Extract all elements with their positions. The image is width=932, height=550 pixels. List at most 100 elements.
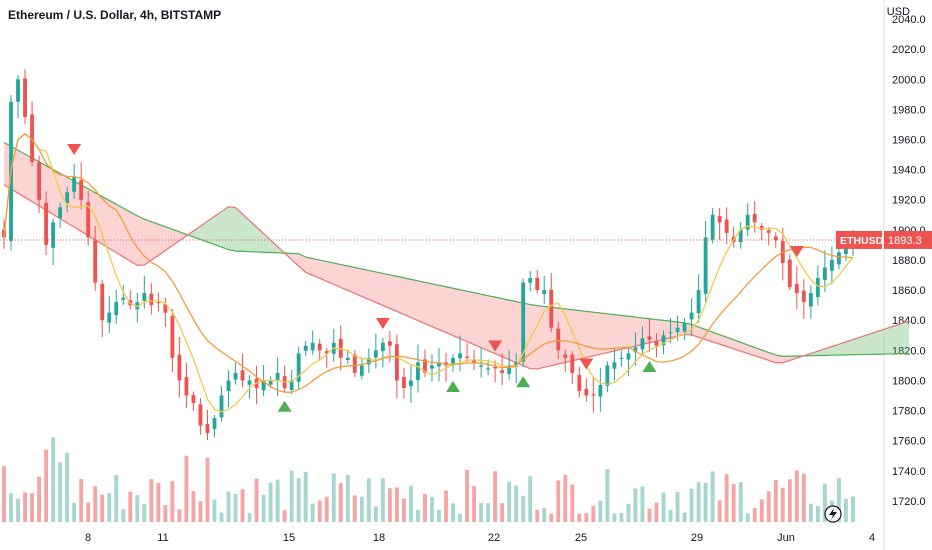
volume-bar (549, 513, 554, 522)
volume-bar (577, 513, 582, 522)
volume-bar (598, 500, 603, 522)
volume-bar (493, 471, 498, 522)
cloud-segment (368, 270, 376, 303)
candle-body (479, 365, 484, 367)
candle-body (44, 202, 49, 245)
candle-body (759, 226, 764, 230)
volume-bar (72, 502, 77, 522)
sell-signal-icon (67, 144, 82, 156)
volume-bar (156, 482, 161, 522)
volume-bar (93, 486, 98, 522)
volume-bar (500, 503, 505, 522)
candle-body (219, 395, 224, 418)
x-tick-label: 29 (691, 532, 703, 544)
tradingview-logo-icon (824, 505, 842, 523)
candle-body (766, 230, 771, 233)
x-tick-label: 18 (373, 532, 385, 544)
volume-bar (163, 504, 168, 522)
cloud-segment (207, 216, 215, 245)
price-label-value: 1893.3 (888, 235, 922, 247)
sell-signal-icon (488, 340, 503, 352)
candle-body (451, 357, 455, 364)
candle-body (437, 362, 441, 367)
cloud-segment (474, 292, 482, 348)
volume-bar (100, 494, 105, 522)
y-tick-label: 2000.0 (892, 74, 926, 86)
candle-body (696, 290, 701, 314)
y-tick-label: 1940.0 (892, 165, 926, 177)
volume-bar (296, 478, 301, 522)
candle-body (58, 207, 63, 219)
y-tick-label: 1860.0 (892, 285, 926, 297)
cloud-segment (852, 337, 860, 355)
cloud-segment (424, 282, 432, 327)
cloud-segment (866, 332, 874, 355)
y-tick-label: 2020.0 (892, 44, 926, 56)
y-tick-label: 1960.0 (892, 135, 926, 147)
candle-body (233, 372, 238, 380)
candle-body (500, 370, 505, 373)
candle-body (114, 302, 119, 316)
volume-bar (387, 488, 392, 522)
volume-bar (2, 466, 6, 522)
candle-body (542, 290, 547, 295)
cloud-segment (228, 206, 236, 252)
volume-bars (2, 437, 855, 522)
volume-bar (423, 493, 427, 522)
volume-bar (289, 470, 294, 522)
volume-bar (16, 498, 20, 522)
cloud-segment (747, 344, 755, 356)
cloud-segment (845, 339, 853, 355)
cloud-segment (600, 313, 608, 355)
cloud-segment (761, 349, 769, 361)
ichimoku-cloud (4, 142, 910, 369)
cloud-segment (895, 323, 903, 354)
volume-bar (317, 500, 322, 522)
candle-body (584, 388, 589, 396)
volume-bar (633, 488, 638, 522)
cloud-segment (621, 315, 629, 350)
x-tick-label: 25 (575, 532, 587, 544)
candle-body (493, 366, 498, 369)
cloud-segment (340, 264, 348, 291)
volume-bar (808, 503, 813, 522)
cloud-segment (249, 220, 257, 252)
cloud-segment (123, 208, 131, 262)
cloud-segment (410, 279, 418, 321)
sell-signal-icon (789, 246, 804, 258)
cloud-segment (431, 283, 439, 330)
volume-bar (65, 452, 70, 522)
volume-bar (275, 479, 280, 522)
cloud-segment (46, 165, 54, 215)
candle-body (296, 353, 301, 382)
y-tick-label: 1720.0 (892, 496, 926, 508)
cloud-segment (326, 261, 334, 285)
candle-body (844, 244, 848, 255)
candle-body (149, 293, 154, 306)
candle-body (507, 365, 512, 374)
candle-body (107, 312, 112, 323)
cloud-segment (881, 327, 889, 355)
cloud-segment (754, 347, 762, 359)
candle-body (191, 395, 196, 404)
volume-bar (233, 494, 238, 522)
candle-body (605, 365, 610, 386)
volume-bar (787, 479, 792, 522)
candle-body (703, 237, 708, 294)
candle-body (556, 328, 561, 351)
cloud-segment (719, 334, 727, 347)
volume-bar (58, 462, 63, 522)
candle-body (619, 357, 624, 359)
cloud-segment (389, 274, 397, 312)
volume-bar (444, 490, 448, 522)
volume-bar (486, 503, 491, 522)
volume-bar (689, 488, 694, 522)
volume-bar (563, 474, 568, 522)
candle-body (373, 350, 378, 358)
candle-body (23, 78, 27, 117)
candle-body (836, 252, 841, 265)
candle-body (815, 278, 820, 298)
cloud-segment (396, 276, 404, 315)
candle-body (472, 360, 477, 363)
